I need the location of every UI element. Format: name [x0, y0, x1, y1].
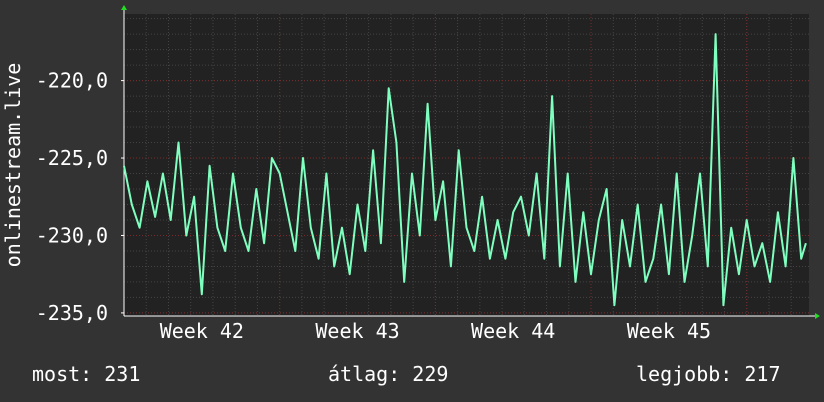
y-axis-arrow: [121, 5, 127, 10]
grid: [123, 14, 809, 316]
axes: [121, 5, 820, 319]
y-axis-label: onlinestream.live: [1, 63, 25, 268]
y-tick-label: -225,0: [36, 146, 108, 170]
x-tick-label: Week 44: [471, 319, 555, 343]
y-tick-label: -230,0: [36, 223, 108, 247]
plot-area: [124, 14, 809, 316]
y-tick-label: -220,0: [36, 69, 108, 93]
current-value-label: most: 231: [32, 362, 141, 386]
x-axis-arrow: [815, 313, 820, 319]
average-value-label: átlag: 229: [328, 362, 449, 386]
x-tick-labels: Week 42 Week 43 Week 44 Week 45: [160, 319, 711, 343]
y-tick-labels: -220,0 -225,0 -230,0 -235,0: [36, 69, 108, 325]
y-tick-label: -235,0: [36, 301, 108, 325]
x-tick-label: Week 45: [627, 319, 711, 343]
x-tick-label: Week 43: [315, 319, 399, 343]
series-group: [123, 33, 807, 307]
series-line: [123, 33, 807, 307]
x-tick-label: Week 42: [160, 319, 244, 343]
best-value-label: legjobb: 217: [636, 362, 781, 386]
